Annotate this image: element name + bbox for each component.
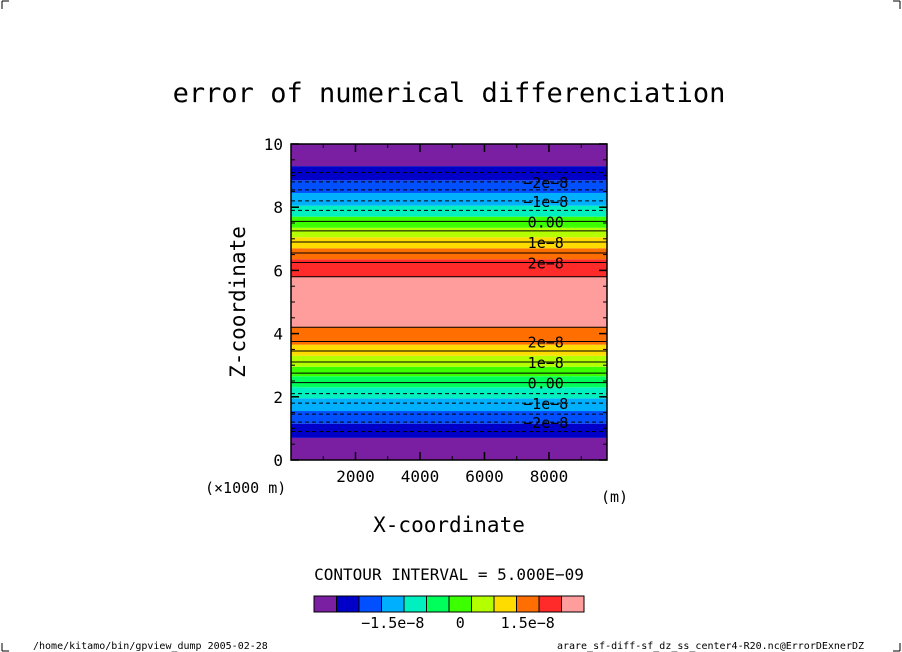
colorbar-tick-label-0: −1.5e−8 xyxy=(361,614,424,632)
band-12 xyxy=(291,248,607,260)
colorbar-swatch-7 xyxy=(471,595,495,613)
colorbar-swatch-8 xyxy=(493,595,517,613)
band-1 xyxy=(291,423,607,438)
colorbar-swatch-5 xyxy=(426,595,450,613)
colorbar-swatch-10 xyxy=(538,595,562,613)
y-tick-label-4: 8 xyxy=(273,198,283,217)
y-tick-label-1: 2 xyxy=(273,388,283,407)
y-tick-label-3: 6 xyxy=(273,261,283,280)
band-5 xyxy=(291,376,607,388)
contour-interval-note: CONTOUR INTERVAL = 5.000E−09 xyxy=(314,565,584,584)
contour-lines xyxy=(291,171,607,433)
x-tick-label-0: 2000 xyxy=(336,467,375,486)
colorbar-swatch-6 xyxy=(448,595,472,613)
x-tick-label-1: 4000 xyxy=(401,467,440,486)
band-20 xyxy=(291,144,607,167)
band-9 xyxy=(291,327,607,345)
chart-title: error of numerical differenciation xyxy=(173,78,726,109)
band-17 xyxy=(291,192,607,206)
contour-label-9: 2e−8 xyxy=(528,334,564,352)
colorbar-swatch-11 xyxy=(561,595,585,613)
contour-label-20: −2e−8 xyxy=(523,174,568,192)
band-13 xyxy=(291,237,607,249)
band-6 xyxy=(291,366,607,377)
contour-label-12: 2e−8 xyxy=(528,255,564,273)
band-8 xyxy=(291,344,607,356)
colorbar: −1.5e−8 0 1.5e−8 xyxy=(313,595,585,632)
contour-label-18: −1e−8 xyxy=(523,193,568,211)
x-tick-label-3: 8000 xyxy=(530,467,569,486)
band-16 xyxy=(291,205,607,217)
contour-label-5: 0.00 xyxy=(528,375,564,393)
colorbar-swatch-1 xyxy=(336,595,360,613)
band-4 xyxy=(291,387,607,399)
y-tick-label-5: 10 xyxy=(264,135,283,154)
x-unit-label: (m) xyxy=(601,488,628,506)
y-axis: 0 2 4 6 8 10 xyxy=(264,135,607,470)
colorbar-swatch-9 xyxy=(516,595,540,613)
band-11 xyxy=(291,259,607,277)
x-axis: 2000 4000 6000 8000 xyxy=(322,144,582,486)
colorbar-swatch-0 xyxy=(313,595,337,613)
x-scale-note: (×1000 m) xyxy=(205,479,286,497)
band-3 xyxy=(291,398,607,412)
contour-bands xyxy=(291,144,607,460)
colorbar-swatch-2 xyxy=(358,595,382,613)
colorbar-tick-label-1: 0 xyxy=(456,614,465,632)
contour-label-1: −2e−8 xyxy=(523,414,568,432)
y-tick-label-2: 4 xyxy=(273,325,283,344)
colorbar-swatch-4 xyxy=(403,595,427,613)
x-axis-label: X-coordinate xyxy=(373,513,525,537)
band-0 xyxy=(291,437,607,460)
band-7 xyxy=(291,355,607,367)
contour-label-7: 1e−8 xyxy=(528,354,564,372)
contour-labels: −2e−8−1e−80.001e−82e−82e−81e−80.00−1e−8−… xyxy=(523,174,568,432)
contour-label-16: 0.00 xyxy=(528,213,564,231)
contour-label-3: −1e−8 xyxy=(523,395,568,413)
y-axis-label: Z-coordinate xyxy=(226,226,250,378)
band-10 xyxy=(291,276,607,328)
colorbar-swatch-3 xyxy=(381,595,405,613)
footer-right: arare_sf-diff-sf_dz_ss_center4-R20.nc@Er… xyxy=(557,641,864,652)
band-14 xyxy=(291,227,607,238)
y-tick-label-0: 0 xyxy=(273,451,283,470)
colorbar-tick-label-2: 1.5e−8 xyxy=(501,614,555,632)
x-tick-label-2: 6000 xyxy=(465,467,504,486)
contour-label-14: 1e−8 xyxy=(528,234,564,252)
band-19 xyxy=(291,166,607,181)
footer-left: /home/kitamo/bin/gpview_dump 2005-02-28 xyxy=(33,641,268,652)
band-15 xyxy=(291,216,607,228)
